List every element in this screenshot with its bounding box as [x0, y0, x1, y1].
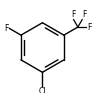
Text: F: F — [71, 10, 76, 19]
Text: F: F — [83, 10, 87, 19]
Text: F: F — [87, 23, 92, 32]
Text: Cl: Cl — [39, 87, 46, 93]
Text: F: F — [4, 24, 9, 33]
